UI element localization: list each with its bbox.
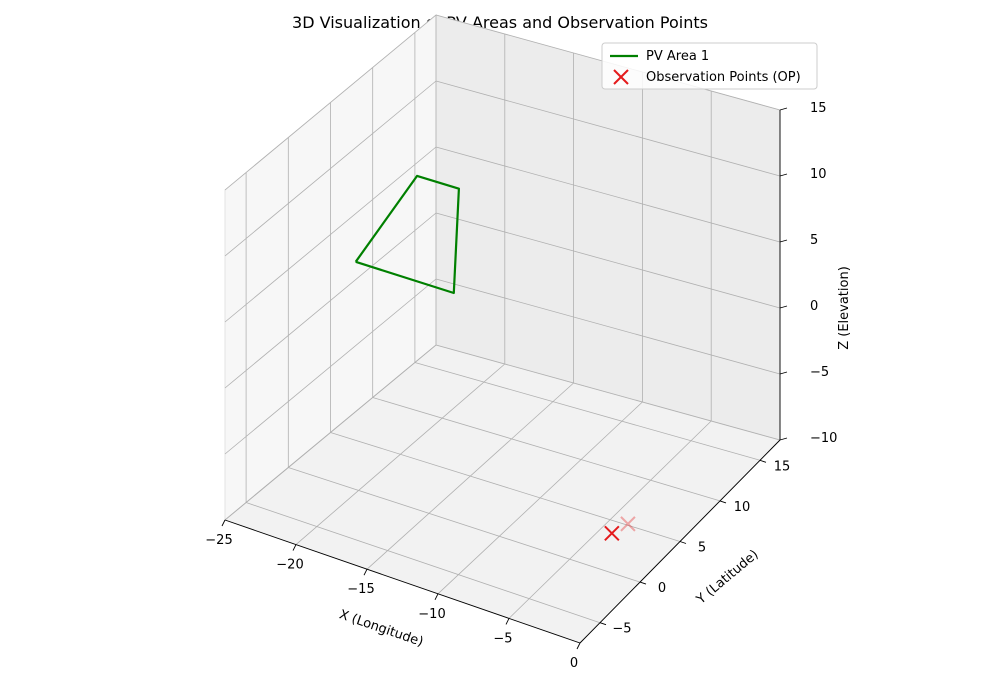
grid-line-y-floor (245, 502, 601, 624)
observation-point-marker (620, 516, 636, 532)
grid-line-z-left (224, 80, 437, 257)
x-tick-mark (221, 519, 226, 527)
legend-x-marker (613, 69, 629, 85)
z-tick-mark (779, 107, 788, 111)
y-axis-label: Y (Latitude) (693, 547, 761, 608)
z-tick-label: 0 (810, 299, 818, 314)
floor-pane (225, 345, 780, 643)
grid-line-z-left (224, 344, 437, 521)
pv-area-line (354, 174, 460, 295)
x-tick-label: −15 (347, 582, 374, 597)
grid-line-y-floor (288, 467, 641, 583)
x-tick-label: −25 (205, 533, 232, 548)
observation-point-marker (604, 525, 620, 542)
y-tick-mark (679, 541, 687, 544)
y-tick-mark (759, 459, 767, 463)
x-tick-label: 0 (570, 656, 578, 671)
x-tick-mark (292, 544, 297, 551)
legend: PV Area 1 Observation Points (OP) (601, 42, 818, 90)
x-tick-mark (505, 618, 510, 625)
z-tick-mark (779, 437, 788, 441)
z-tick-mark (779, 305, 788, 309)
z-tick-label: −10 (810, 431, 837, 446)
grid-line-z-back (435, 80, 781, 177)
grid-line-y-floor (372, 397, 721, 502)
z-tick-mark (779, 239, 788, 243)
y-tick-label: 10 (734, 500, 751, 515)
grid-line-z-back (435, 344, 781, 441)
grid-line-z-back (435, 278, 781, 375)
x-tick-label: −20 (276, 558, 303, 573)
x-axis-label: X (Longitude) (337, 607, 425, 650)
marker-stroke (620, 516, 636, 532)
grid-line-z-back (435, 146, 781, 243)
grid-line-y-floor (330, 432, 681, 542)
grid-line-y-floor (414, 362, 761, 461)
y-tick-mark (719, 500, 727, 504)
axis-panes (223, 13, 781, 644)
y-tick-label: 0 (658, 581, 666, 596)
x-tick-label: −5 (493, 631, 512, 646)
marker-stroke (604, 525, 620, 542)
chart-title: 3D Visualization of PV Areas and Observa… (292, 13, 708, 32)
z-tick-mark (779, 173, 788, 177)
grid-line-z-left (224, 146, 437, 323)
grid-line-z-left (224, 14, 437, 191)
y-tick-label: 5 (698, 541, 706, 556)
x-tick-mark (434, 593, 439, 601)
x-tick-mark (363, 568, 368, 576)
grid-line-z-left (224, 212, 437, 389)
grid-line-z-back (435, 212, 781, 309)
z-tick-mark (779, 371, 788, 375)
z-tick-label: 5 (810, 233, 818, 248)
legend-box (601, 42, 818, 90)
marker-stroke (613, 69, 629, 85)
z-tick-label: 10 (810, 167, 827, 182)
z-tick-label: 15 (810, 101, 827, 116)
marker-stroke (620, 516, 636, 532)
z-axis-label: Z (Elevation) (837, 266, 852, 350)
tick-labels: −25 −20 −15 −10 −5 0 −5 0 5 10 15 −10 −5 0 5 10 15 (205, 101, 837, 671)
y-tick-mark (639, 581, 647, 585)
z-tick-label: −5 (810, 365, 829, 380)
y-tick-label: 15 (774, 459, 791, 474)
x-tick-mark (576, 642, 581, 650)
x-axis-line (224, 519, 581, 644)
legend-label-pv-area: PV Area 1 (646, 49, 709, 64)
x-tick-label: −10 (418, 607, 445, 622)
grid-line-z-left (224, 278, 437, 455)
legend-x-marker-swatch (613, 69, 629, 85)
data-layer (354, 174, 636, 542)
back-wall-pane (436, 15, 780, 440)
y-tick-label: −5 (612, 622, 631, 637)
legend-label-observation-points: Observation Points (OP) (646, 70, 801, 85)
y-tick-mark (599, 622, 607, 626)
